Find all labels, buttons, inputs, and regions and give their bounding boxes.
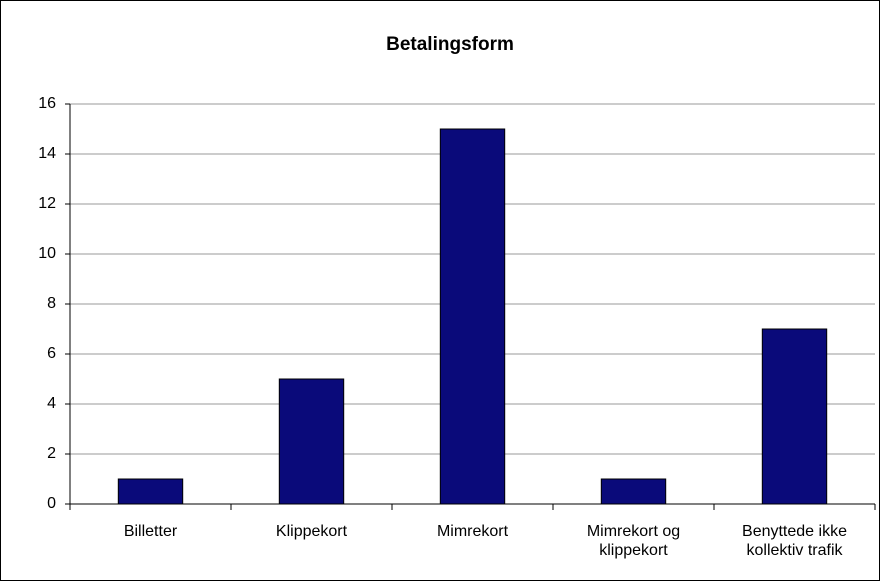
y-tick-label: 8 bbox=[47, 295, 56, 312]
chart-title: Betalingsform bbox=[386, 34, 514, 55]
x-tick-label: Klippekort bbox=[275, 523, 348, 540]
bar bbox=[278, 378, 345, 505]
bar bbox=[439, 128, 506, 505]
y-tick-label: 6 bbox=[47, 345, 56, 362]
bar bbox=[600, 478, 667, 505]
x-tick-label: Mimrekort og klippekort bbox=[586, 523, 681, 559]
x-tick-label: Billetter bbox=[123, 523, 178, 540]
y-tick-label: 10 bbox=[38, 245, 56, 262]
x-tick-label: Benyttede ikke kollektiv trafik bbox=[742, 523, 847, 559]
y-tick-label: 0 bbox=[47, 495, 56, 512]
y-tick-label: 12 bbox=[38, 195, 56, 212]
x-tick-label: Mimrekort bbox=[436, 523, 509, 540]
y-tick-label: 2 bbox=[47, 445, 56, 462]
y-tick-label: 4 bbox=[47, 395, 56, 412]
bar bbox=[761, 328, 828, 505]
bar bbox=[117, 478, 184, 505]
y-tick-label: 16 bbox=[38, 95, 56, 112]
y-tick-label: 14 bbox=[38, 145, 56, 162]
